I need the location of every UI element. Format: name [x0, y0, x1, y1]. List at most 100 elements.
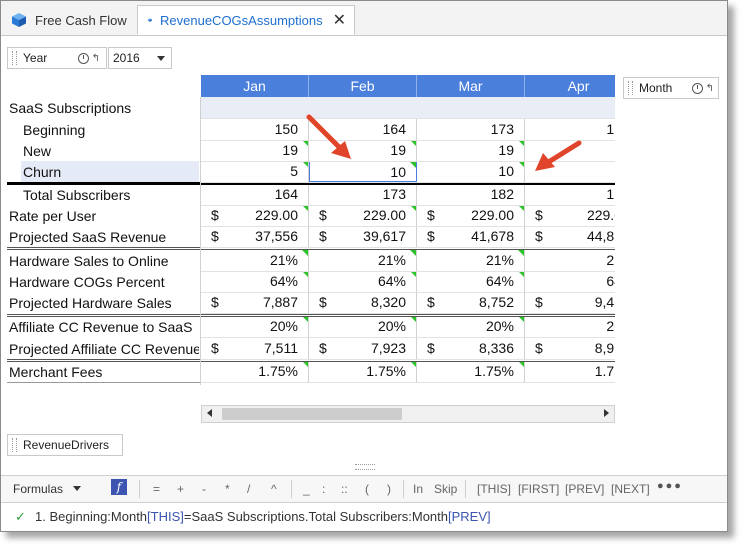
scroll-left-icon[interactable]: [207, 409, 212, 417]
this-button[interactable]: [THIS]: [477, 482, 512, 496]
op-open-paren-button[interactable]: (: [365, 482, 369, 496]
op-divide-button[interactable]: /: [247, 482, 251, 496]
close-icon[interactable]: ✕: [332, 12, 346, 29]
column-header-mar[interactable]: Mar: [417, 75, 525, 97]
data-cell[interactable]: $44,88: [525, 226, 615, 247]
scroll-thumb[interactable]: [222, 408, 402, 420]
currency-symbol: $: [535, 228, 543, 244]
data-cell[interactable]: $229.0: [525, 205, 615, 226]
data-cell[interactable]: 182: [417, 184, 525, 205]
next-button[interactable]: [NEXT]: [611, 482, 650, 496]
formulas-dropdown[interactable]: Formulas: [13, 482, 64, 496]
column-header-jan[interactable]: Jan: [201, 75, 309, 97]
column-header-apr[interactable]: Apr: [525, 75, 615, 97]
row-gridline: [201, 205, 615, 206]
data-cell[interactable]: 18: [525, 119, 615, 140]
data-cell[interactable]: 173: [309, 184, 417, 205]
data-cell[interactable]: $229.00: [201, 205, 309, 226]
op-multiply-button[interactable]: *: [225, 482, 230, 496]
tab-free-cash-flow[interactable]: Free Cash Flow: [1, 5, 136, 35]
data-cell[interactable]: $7,887: [201, 292, 309, 313]
data-cell[interactable]: 21%: [309, 250, 417, 271]
data-cell[interactable]: 64%: [309, 271, 417, 292]
data-cell[interactable]: $39,617: [309, 226, 417, 247]
data-cell[interactable]: 19: [417, 140, 525, 161]
data-cell[interactable]: $7,923: [309, 338, 417, 359]
data-cell[interactable]: 1.75%: [417, 361, 525, 382]
formula-line[interactable]: ✓ 1. Beginning:Month[THIS]=SaaS Subscrip…: [1, 503, 727, 529]
op-double-colon-button[interactable]: ::: [341, 482, 348, 496]
cell-value: 18: [606, 121, 615, 137]
data-cell[interactable]: 21%: [201, 250, 309, 271]
data-cell[interactable]: $41,678: [417, 226, 525, 247]
prev-button[interactable]: [PREV]: [565, 482, 605, 496]
data-cell[interactable]: 19: [309, 140, 417, 161]
chevron-down-icon[interactable]: [73, 486, 81, 491]
op-close-paren-button[interactable]: ): [387, 482, 391, 496]
year-dimension[interactable]: Year ↰: [7, 47, 107, 69]
data-cell[interactable]: $7,511: [201, 338, 309, 359]
row-label: Churn: [21, 161, 199, 182]
splitter-handle[interactable]: [355, 464, 375, 470]
data-cell[interactable]: $8,752: [417, 292, 525, 313]
scroll-right-icon[interactable]: [604, 409, 609, 417]
cell-value: 21%: [377, 252, 406, 268]
month-dimension[interactable]: Month ↰: [623, 77, 719, 99]
data-cell[interactable]: 20: [525, 316, 615, 337]
data-cell[interactable]: 10: [417, 161, 525, 182]
data-cell[interactable]: 1.75: [525, 361, 615, 382]
data-cell[interactable]: 1.75%: [201, 361, 309, 382]
horizontal-scrollbar[interactable]: [201, 405, 615, 423]
more-icon[interactable]: ●●●: [657, 480, 683, 492]
op-colon-button[interactable]: :: [322, 482, 326, 496]
data-cell[interactable]: 19: [201, 140, 309, 161]
skip-button[interactable]: Skip: [434, 482, 458, 496]
data-cell[interactable]: 19: [525, 184, 615, 205]
in-button[interactable]: In: [413, 482, 424, 496]
first-button[interactable]: [FIRST]: [518, 482, 560, 496]
data-cell[interactable]: 20%: [201, 316, 309, 337]
tab-label: Free Cash Flow: [35, 12, 127, 28]
function-button[interactable]: f: [111, 479, 127, 495]
column-header-feb[interactable]: Feb: [309, 75, 417, 97]
divider: [403, 480, 404, 498]
year-select[interactable]: 2016: [108, 47, 172, 69]
data-cell[interactable]: 173: [417, 119, 525, 140]
data-cell[interactable]: $9,42: [525, 292, 615, 313]
data-cell[interactable]: $229.00: [309, 205, 417, 226]
data-cell[interactable]: 64%: [417, 271, 525, 292]
data-cell[interactable]: $229.00: [417, 205, 525, 226]
cell-value: 21%: [269, 252, 298, 268]
data-cell[interactable]: 20%: [417, 316, 525, 337]
data-cell[interactable]: 21: [525, 250, 615, 271]
op-plus-button[interactable]: +: [177, 482, 185, 496]
data-cell[interactable]: $8,320: [309, 292, 417, 313]
op-minus-button[interactable]: -: [202, 482, 206, 496]
op-power-button[interactable]: ^: [271, 482, 277, 496]
op-equals-button[interactable]: =: [153, 482, 161, 496]
data-cell[interactable]: 5: [201, 161, 309, 182]
cell-value: 173: [382, 186, 406, 202]
row-gridline: [201, 161, 615, 162]
data-cell[interactable]: 164: [201, 184, 309, 205]
data-cell[interactable]: 1: [525, 140, 615, 161]
data-cell[interactable]: 21%: [417, 250, 525, 271]
data-cell[interactable]: 20%: [309, 316, 417, 337]
op-underscore-button[interactable]: _: [303, 482, 310, 496]
revenue-drivers-dimension[interactable]: RevenueDrivers: [7, 434, 123, 456]
cell-value: 44,88: [586, 228, 615, 244]
data-cell[interactable]: 150: [201, 119, 309, 140]
row-separator: [7, 314, 615, 317]
data-cell[interactable]: 64: [525, 271, 615, 292]
year-label: Year: [23, 51, 48, 65]
data-cell[interactable]: 64%: [201, 271, 309, 292]
data-cell[interactable]: 1.75%: [309, 361, 417, 382]
data-cell[interactable]: $37,556: [201, 226, 309, 247]
cell-value: 229.00: [363, 207, 406, 223]
data-cell[interactable]: 164: [309, 119, 417, 140]
currency-symbol: $: [319, 340, 327, 356]
data-cell[interactable]: $8,97: [525, 338, 615, 359]
tab-revenue-cogs-assumptions[interactable]: RevenueCOGsAssumptions ✕: [137, 5, 355, 35]
currency-symbol: $: [427, 294, 435, 310]
data-cell[interactable]: $8,336: [417, 338, 525, 359]
